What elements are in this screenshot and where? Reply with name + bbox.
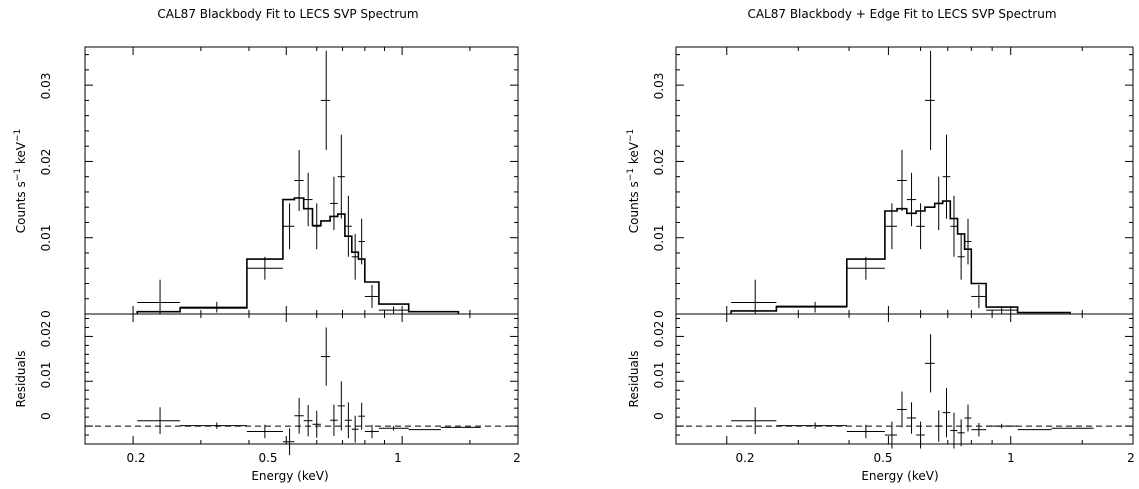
y-axis-label: Residuals — [627, 351, 641, 408]
axis-ticks — [85, 47, 519, 445]
y-axis-label: Counts s−1 keV−1 — [626, 129, 641, 233]
chart-title: CAL87 Blackbody + Edge Fit to LECS SVP S… — [747, 7, 1056, 21]
residual-point — [358, 402, 365, 430]
residual-point — [312, 410, 321, 438]
data-point — [957, 233, 965, 280]
data-point — [351, 233, 359, 280]
data-point — [897, 149, 907, 212]
y-tick-label: 0.03 — [39, 73, 53, 100]
x-tick-label: 0.2 — [126, 451, 145, 465]
y-axis-label: Residuals — [14, 351, 28, 408]
y-tick-label: 0.02 — [39, 321, 53, 348]
residual-point — [964, 404, 972, 432]
residual-point — [378, 426, 409, 431]
x-tick-label: 0.5 — [873, 451, 892, 465]
residuals-panel — [675, 313, 1134, 445]
y-tick-label: 0 — [39, 310, 53, 318]
data-point — [337, 134, 345, 219]
residual-point — [294, 397, 304, 434]
x-tick-label: 2 — [1127, 451, 1135, 465]
spectrum-plot — [676, 50, 1133, 315]
data-point — [312, 203, 321, 250]
residual-point — [364, 424, 379, 439]
residual-point — [924, 334, 935, 393]
data-point — [364, 285, 379, 308]
data-point — [916, 203, 925, 250]
x-axis-label: Energy (keV) — [861, 469, 938, 483]
data-point — [344, 195, 352, 257]
data-point — [934, 176, 943, 231]
data-point — [294, 149, 304, 212]
residual-point — [337, 381, 345, 431]
residuals-plot — [676, 334, 1133, 449]
data-point — [731, 279, 777, 314]
data-point — [282, 203, 295, 250]
x-tick-label: 0.5 — [258, 451, 277, 465]
residuals-plot — [85, 327, 518, 456]
model-step-line — [730, 200, 1071, 314]
residual-point — [320, 327, 331, 386]
y-tick-label: 0 — [652, 310, 666, 318]
y-tick-label: 0 — [652, 412, 666, 420]
residual-point — [282, 428, 295, 456]
data-point — [924, 50, 935, 150]
data-point — [986, 306, 1018, 314]
x-axis-label: Energy (keV) — [251, 469, 328, 483]
residual-point — [846, 424, 885, 439]
residual-point — [906, 402, 917, 434]
y-tick-label: 0.02 — [652, 149, 666, 176]
data-point — [180, 301, 247, 313]
data-point — [303, 172, 313, 227]
residual-point — [330, 404, 338, 436]
residual-point — [897, 391, 907, 428]
y-tick-label: 0.01 — [39, 225, 53, 252]
data-point — [906, 172, 917, 227]
data-point — [884, 203, 898, 250]
data-point — [964, 218, 972, 265]
x-tick-label: 1 — [394, 451, 402, 465]
data-point — [137, 279, 181, 314]
residual-point — [303, 405, 313, 437]
left-chart: CAL87 Blackbody Fit to LECS SVP Spectrum… — [13, 7, 521, 483]
residual-point — [246, 424, 283, 439]
data-point — [330, 176, 338, 231]
residual-point — [942, 387, 951, 438]
data-point — [971, 285, 987, 308]
data-point — [942, 134, 951, 219]
x-tick-label: 2 — [513, 451, 521, 465]
residual-point — [731, 407, 777, 435]
residual-point — [351, 415, 359, 443]
y-tick-label: 0.03 — [652, 73, 666, 100]
y-tick-label: 0.01 — [652, 225, 666, 252]
y-tick-label: 0.01 — [39, 362, 53, 389]
data-point — [846, 256, 885, 280]
residual-point — [971, 422, 987, 437]
y-tick-label: 0.02 — [39, 149, 53, 176]
x-tick-label: 0.2 — [735, 451, 754, 465]
residual-point — [137, 407, 181, 435]
data-point — [378, 306, 409, 314]
data-point — [320, 50, 331, 150]
data-point — [358, 218, 365, 265]
y-tick-label: 0.02 — [652, 321, 666, 348]
right-chart: CAL87 Blackbody + Edge Fit to LECS SVP S… — [626, 7, 1135, 483]
data-point — [776, 301, 847, 313]
axis-ticks — [676, 47, 1134, 445]
y-tick-label: 0.01 — [652, 362, 666, 389]
residual-point — [957, 419, 965, 447]
x-tick-label: 1 — [1007, 451, 1015, 465]
y-axis-label: Counts s−1 keV−1 — [13, 129, 28, 233]
data-point — [950, 195, 958, 257]
y-tick-label: 0 — [39, 412, 53, 420]
spectrum-plot — [85, 50, 518, 315]
data-point — [246, 256, 283, 280]
residual-point — [950, 412, 958, 449]
residuals-panel — [84, 313, 519, 445]
model-step-line — [136, 197, 460, 314]
residual-point — [344, 402, 352, 439]
chart-title: CAL87 Blackbody Fit to LECS SVP Spectrum — [157, 7, 418, 21]
